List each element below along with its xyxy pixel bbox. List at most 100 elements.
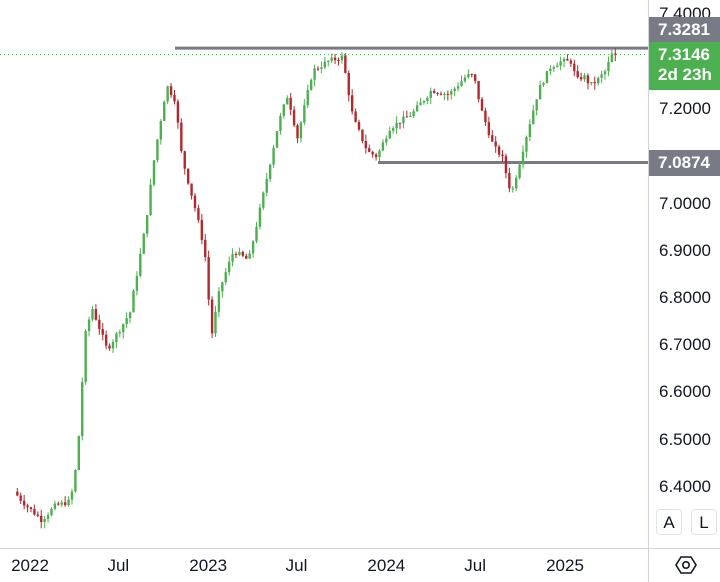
candle-body-96 bbox=[344, 55, 347, 73]
candle-body-168 bbox=[590, 82, 593, 84]
candle-body-25 bbox=[101, 329, 104, 335]
candle-body-45 bbox=[169, 86, 173, 96]
price-tick-label: 6.9000 bbox=[659, 241, 711, 260]
candle-body-89 bbox=[320, 67, 323, 69]
candle-body-118 bbox=[419, 102, 422, 106]
candle-body-3 bbox=[26, 505, 29, 508]
time-tick-label: 2022 bbox=[11, 556, 49, 575]
candle-body-92 bbox=[330, 57, 333, 61]
candle-body-5 bbox=[33, 509, 36, 515]
candle-body-67 bbox=[245, 255, 248, 259]
candle-body-23 bbox=[94, 309, 98, 320]
candle-body-145 bbox=[511, 188, 514, 190]
candle-body-101 bbox=[361, 129, 364, 142]
candle-body-51 bbox=[190, 183, 193, 196]
last-price-value: 7.3146 bbox=[658, 45, 710, 64]
candle-body-82 bbox=[296, 125, 299, 139]
candle-body-11 bbox=[53, 503, 57, 509]
candle-body-148 bbox=[521, 151, 525, 165]
candle-body-62 bbox=[227, 261, 231, 273]
price-scale[interactable]: 6.4000 6.5000 6.6000 6.7000 6.8000 6.9000 7.00… bbox=[648, 0, 720, 548]
candle-body-46 bbox=[173, 95, 176, 102]
candle-body-120 bbox=[426, 97, 429, 101]
candle-body-164 bbox=[576, 71, 579, 78]
candle-body-97 bbox=[347, 72, 350, 96]
candle-body-41 bbox=[156, 139, 159, 161]
candle-body-28 bbox=[111, 341, 115, 349]
price-tick-label: 6.5000 bbox=[659, 430, 711, 449]
resistance-price-badge: 7.3281 bbox=[649, 17, 720, 42]
candle-body-7 bbox=[40, 515, 43, 522]
candle-body-40 bbox=[152, 160, 156, 185]
candle-body-174 bbox=[610, 53, 614, 62]
candle-body-109 bbox=[388, 130, 391, 139]
candle-body-70 bbox=[255, 226, 258, 242]
candle-body-112 bbox=[398, 122, 402, 124]
candle-body-106 bbox=[378, 150, 381, 158]
candle-body-15 bbox=[67, 499, 70, 506]
candle-body-49 bbox=[183, 151, 186, 169]
candle-body-156 bbox=[549, 68, 552, 72]
candle-body-65 bbox=[238, 251, 241, 256]
candle-body-175 bbox=[614, 53, 617, 55]
candle-body-61 bbox=[224, 272, 227, 283]
candle-body-103 bbox=[368, 148, 371, 152]
candle-body-172 bbox=[603, 71, 607, 75]
candle-body-124 bbox=[439, 93, 443, 95]
candle-body-114 bbox=[405, 116, 409, 118]
candle-body-128 bbox=[453, 88, 456, 92]
candle-body-13 bbox=[60, 502, 63, 505]
chart-plot-area[interactable] bbox=[0, 0, 648, 548]
candle-body-150 bbox=[528, 124, 532, 138]
candle-body-157 bbox=[552, 67, 555, 69]
candle-body-115 bbox=[409, 116, 412, 118]
candle-body-24 bbox=[98, 319, 101, 330]
candle-body-119 bbox=[422, 100, 426, 103]
candle-body-104 bbox=[371, 151, 374, 155]
candle-body-161 bbox=[566, 58, 569, 61]
candle-body-107 bbox=[381, 142, 385, 151]
candle-body-35 bbox=[135, 275, 139, 291]
candle-body-4 bbox=[29, 507, 33, 510]
candle-body-26 bbox=[104, 334, 108, 346]
candle-body-125 bbox=[443, 94, 446, 96]
candle-body-160 bbox=[562, 58, 566, 62]
candle-body-21 bbox=[87, 319, 91, 332]
candle-body-29 bbox=[115, 333, 118, 342]
candle-body-127 bbox=[450, 91, 453, 95]
candle-body-6 bbox=[36, 514, 40, 516]
time-scale[interactable]: 2022 Jul 2023 Jul 2024 Jul 2025 bbox=[0, 548, 648, 582]
time-tick-label: 2024 bbox=[367, 556, 406, 575]
candle-body-144 bbox=[508, 172, 511, 189]
time-tick-label: Jul bbox=[107, 556, 130, 575]
candle-body-57 bbox=[210, 299, 214, 334]
time-tick-label: 2023 bbox=[189, 556, 228, 575]
price-tick-label: 7.2000 bbox=[659, 99, 711, 118]
price-tick-label: 6.4000 bbox=[659, 477, 711, 496]
candle-body-87 bbox=[313, 68, 316, 80]
candle-body-173 bbox=[607, 61, 610, 72]
candle-body-134 bbox=[473, 74, 477, 81]
candle-body-39 bbox=[149, 184, 152, 216]
candle-body-42 bbox=[159, 120, 163, 140]
candle-body-170 bbox=[596, 77, 600, 84]
settings-icon[interactable] bbox=[674, 553, 698, 577]
candlestick-chart[interactable] bbox=[0, 0, 648, 548]
candle-body-38 bbox=[145, 215, 149, 234]
auto-scale-button[interactable]: A bbox=[656, 509, 682, 535]
candle-body-108 bbox=[385, 138, 388, 143]
candle-body-81 bbox=[292, 109, 296, 126]
candle-body-93 bbox=[333, 57, 337, 61]
candle-body-73 bbox=[265, 178, 268, 193]
candle-body-91 bbox=[327, 60, 330, 62]
candle-body-74 bbox=[268, 164, 272, 179]
candle-body-47 bbox=[176, 101, 180, 123]
candle-body-58 bbox=[214, 311, 217, 334]
candle-body-138 bbox=[487, 122, 491, 136]
candle-body-60 bbox=[221, 282, 224, 292]
candle-body-78 bbox=[282, 104, 286, 116]
log-scale-button[interactable]: L bbox=[691, 509, 717, 535]
candle-body-155 bbox=[545, 71, 549, 84]
candle-body-84 bbox=[303, 105, 306, 123]
candle-body-20 bbox=[84, 331, 87, 382]
